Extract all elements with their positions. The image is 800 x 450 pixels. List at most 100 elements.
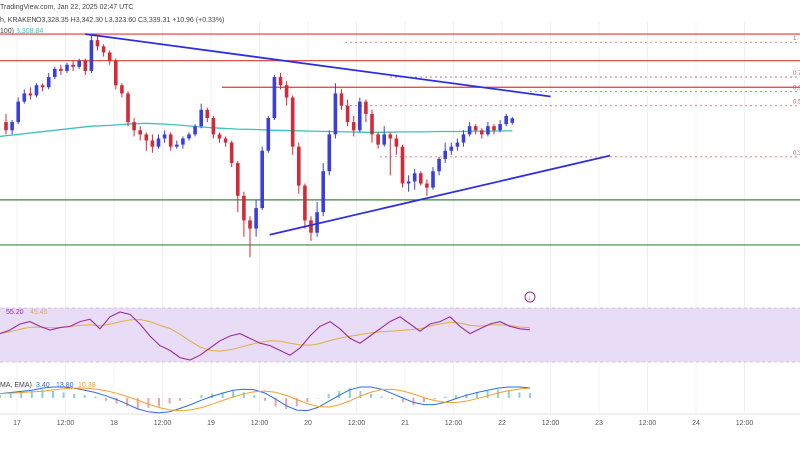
- macd-label: MA, EMA): [0, 382, 32, 389]
- macd-v3: 10.38: [78, 382, 96, 389]
- macd-bar: [295, 398, 298, 407]
- candle-body: [181, 138, 185, 145]
- time-axis: 17 12:00 18 12:00 19 12:00 20 12:00 21 12:00 22 12:…: [13, 420, 753, 427]
- candle-body: [370, 113, 374, 135]
- macd-bar: [444, 396, 447, 398]
- rsi-value: 55.20: [6, 309, 24, 316]
- candle-body: [498, 124, 502, 131]
- candle-body: [492, 126, 496, 131]
- candle-body: [126, 93, 130, 123]
- macd-bar: [285, 398, 288, 410]
- candle-body: [303, 185, 307, 221]
- macd-bar: [200, 395, 203, 398]
- candle-body: [22, 93, 27, 102]
- candle-body: [486, 126, 490, 135]
- candle-body: [455, 142, 460, 147]
- macd-bar: [52, 391, 54, 398]
- horizontal-levels: [0, 33, 800, 246]
- x-tick-label: 20: [304, 420, 312, 427]
- candle-body: [284, 85, 289, 98]
- candle-body: [358, 101, 362, 131]
- candle-body: [480, 130, 484, 135]
- candle-body: [144, 134, 149, 141]
- fib-label: 0.7: [793, 71, 800, 77]
- candle-body: [10, 122, 14, 131]
- macd-v2: 13.80: [56, 382, 74, 389]
- candle-body: [278, 77, 283, 86]
- candle-body: [309, 220, 313, 233]
- ma-value: 3,308.84: [16, 28, 43, 35]
- macd-bar: [41, 389, 44, 398]
- candle-body: [59, 68, 63, 71]
- macd-signal-line: [0, 387, 531, 412]
- candle-body: [321, 171, 325, 213]
- candle-body: [211, 118, 216, 135]
- fib-label: 1.: [793, 36, 798, 42]
- candle-body: [333, 93, 338, 135]
- candle-body: [260, 150, 264, 209]
- rsi-band: [0, 308, 800, 362]
- candle-body: [107, 52, 112, 61]
- candle-body: [95, 40, 100, 47]
- x-tick-label: 23: [595, 420, 603, 427]
- macd-bar: [327, 393, 330, 398]
- candle-body: [162, 134, 167, 139]
- candle-body: [83, 60, 88, 71]
- macd-bar: [486, 391, 489, 398]
- candle-body: [132, 122, 136, 131]
- candle-body: [71, 64, 75, 67]
- candle-body: [400, 146, 405, 184]
- fib-label: 0.5: [793, 100, 800, 106]
- x-tick-label: 24: [692, 420, 700, 427]
- event-marker-icon[interactable]: ↓: [524, 291, 536, 303]
- header-ohlc: O3,328.35 H3,342.30 L3,323.60 C3,339.31 …: [36, 17, 224, 24]
- fib-label: 0.3: [793, 151, 800, 157]
- macd-bar: [9, 393, 12, 398]
- macd-bar: [529, 393, 531, 398]
- x-tick-label: 12:00: [251, 420, 269, 427]
- macd-bar: [168, 398, 171, 404]
- macd-bar: [115, 398, 118, 404]
- candle-body: [339, 93, 344, 106]
- candle-body: [242, 195, 246, 221]
- macd-bar: [274, 398, 277, 407]
- candle-body: [315, 212, 319, 233]
- candle-body: [297, 146, 301, 186]
- rsi-line: [0, 311, 531, 361]
- candle-body: [388, 134, 393, 139]
- candle-body: [443, 150, 447, 159]
- candle-body: [120, 85, 124, 94]
- macd-v1: 3.40: [36, 382, 50, 389]
- candle-body: [229, 142, 234, 164]
- x-tick-label: 12:00: [542, 420, 560, 427]
- candle-body: [467, 126, 472, 135]
- candlesticks: [4, 34, 515, 258]
- candle-body: [248, 220, 252, 229]
- candle-body: [168, 134, 173, 147]
- macd-bar: [147, 398, 150, 408]
- macd-bar: [306, 398, 309, 403]
- macd-bar: [94, 396, 97, 398]
- macd-bar: [338, 391, 341, 398]
- candle-body: [89, 40, 94, 71]
- candle-body: [272, 77, 277, 118]
- x-tick-label: 21: [401, 420, 409, 427]
- candle-body: [394, 138, 399, 147]
- macd-bar: [62, 392, 65, 398]
- header-symbol: h, KRAKEN: [0, 17, 37, 24]
- candle-body: [510, 118, 515, 123]
- upper-trendline: [85, 33, 551, 98]
- macd-bar: [232, 391, 235, 398]
- x-tick-label: 22: [498, 420, 506, 427]
- macd-bar: [401, 398, 404, 403]
- candle-body: [101, 46, 106, 53]
- macd-line: [0, 386, 531, 414]
- candle-body: [412, 173, 417, 182]
- candle-body: [4, 122, 8, 131]
- macd-bar: [465, 393, 468, 398]
- candle-body: [150, 140, 155, 147]
- macd-bar: [0, 395, 1, 398]
- x-tick-label: 17: [13, 420, 21, 427]
- candle-body: [114, 60, 118, 86]
